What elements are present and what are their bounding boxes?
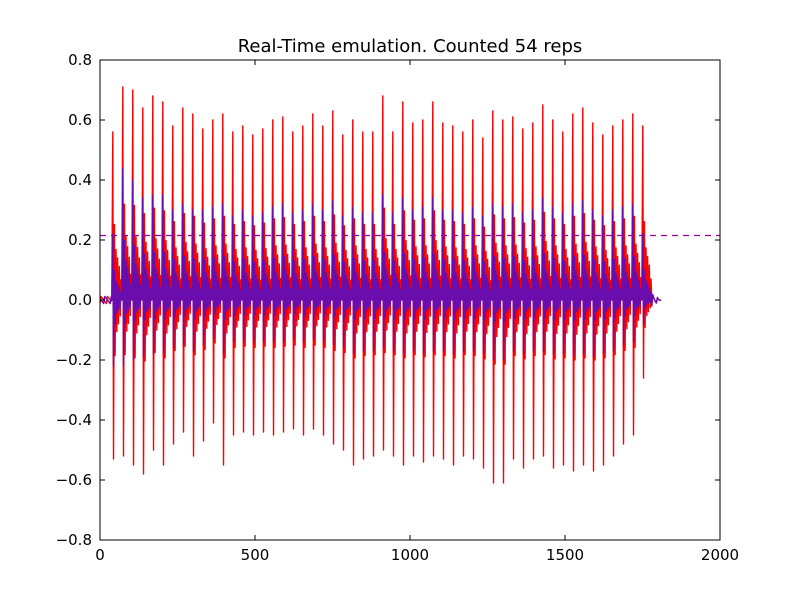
- y-tick-label: −0.4: [56, 411, 92, 429]
- y-tick-label: 0.2: [68, 231, 92, 249]
- y-tick-label: −0.6: [56, 471, 92, 489]
- x-tick-label: 1500: [546, 546, 584, 564]
- x-axis: 0 500 1000 1500 2000: [95, 60, 739, 564]
- y-tick-label: 0.6: [68, 111, 92, 129]
- x-tick-label: 0: [95, 546, 105, 564]
- y-tick-label: 0.0: [68, 291, 92, 309]
- x-tick-label: 500: [241, 546, 270, 564]
- x-tick-label: 2000: [701, 546, 739, 564]
- x-tick-label: 1000: [391, 546, 429, 564]
- y-tick-label: −0.8: [56, 531, 92, 549]
- y-tick-label: −0.2: [56, 351, 92, 369]
- series-line-filtered: [100, 167, 662, 367]
- series-line-raw: [100, 86, 662, 484]
- chart-title: Real-Time emulation. Counted 54 reps: [238, 36, 583, 57]
- y-tick-label: 0.8: [68, 51, 92, 69]
- plot-area: [100, 86, 662, 484]
- y-axis: −0.8 −0.6 −0.4 −0.2 0.0 0.2 0.4 0.6 0.8: [56, 51, 720, 549]
- y-tick-label: 0.4: [68, 171, 92, 189]
